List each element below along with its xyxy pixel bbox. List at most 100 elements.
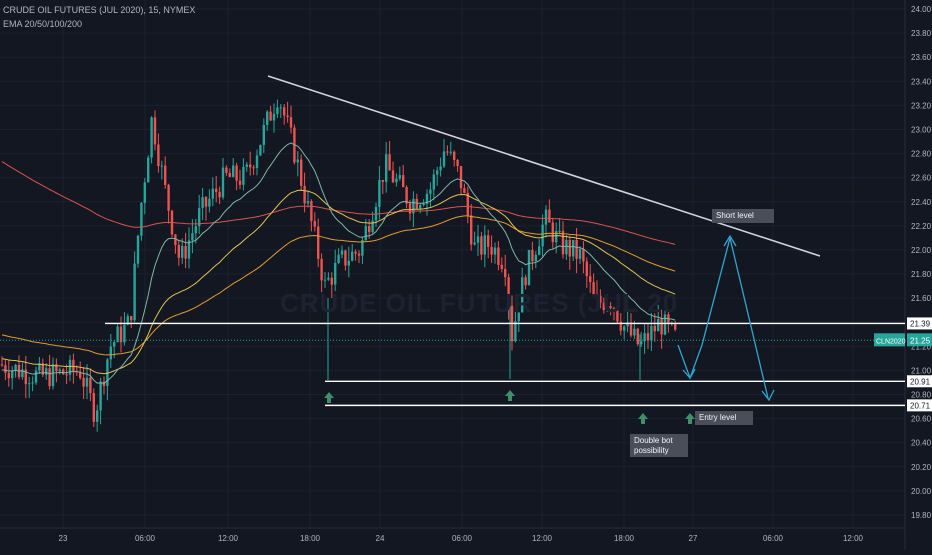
double-bottom-label[interactable]: Double bot possibility bbox=[630, 434, 688, 457]
level-badge-resistance[interactable] bbox=[907, 317, 932, 330]
entry-level-label[interactable]: Entry level bbox=[695, 411, 753, 425]
level-price-label: 20.91 bbox=[910, 377, 931, 386]
candle-body bbox=[507, 277, 510, 306]
candle-body bbox=[204, 197, 208, 207]
candle-body bbox=[306, 201, 310, 204]
candle-body bbox=[177, 245, 180, 258]
candle-body bbox=[364, 226, 367, 241]
candle-body bbox=[38, 363, 41, 371]
projection-path[interactable] bbox=[677, 237, 769, 399]
candle-body bbox=[425, 193, 429, 204]
candle-body bbox=[476, 236, 480, 243]
candle-body bbox=[558, 230, 561, 232]
candle-body bbox=[398, 175, 401, 179]
time-tick-label: 12:00 bbox=[843, 534, 864, 543]
time-tick-label: 12:00 bbox=[532, 534, 553, 543]
level-price-label: 20.71 bbox=[910, 401, 931, 410]
candle-body bbox=[616, 310, 619, 322]
up-arrow-icon[interactable] bbox=[324, 392, 334, 403]
indicator-legend[interactable]: EMA 20/50/100/200 bbox=[3, 19, 83, 29]
candle-body bbox=[0, 364, 4, 366]
candle-body bbox=[531, 249, 534, 262]
up-arrow-icon[interactable] bbox=[638, 413, 648, 424]
candle-body bbox=[453, 151, 456, 160]
candle-body bbox=[211, 188, 214, 199]
candle-body bbox=[109, 346, 112, 360]
candle-body bbox=[147, 157, 150, 183]
candle-body bbox=[228, 172, 231, 177]
candle-body bbox=[259, 144, 262, 156]
candle-body bbox=[595, 294, 599, 296]
candle-body bbox=[96, 410, 99, 422]
level-badge-double-bottom[interactable] bbox=[907, 375, 932, 388]
candle-body bbox=[221, 167, 225, 198]
up-arrow-icon[interactable] bbox=[685, 413, 695, 424]
candle-body bbox=[565, 239, 568, 255]
level-price-label: 21.39 bbox=[910, 319, 931, 328]
candle-body bbox=[361, 240, 364, 256]
time-tick-label: 06:00 bbox=[763, 534, 784, 543]
candle-body bbox=[337, 254, 340, 263]
candle-body bbox=[446, 151, 449, 153]
candle-body bbox=[48, 368, 51, 387]
candle-body bbox=[619, 321, 622, 331]
candle-body bbox=[391, 170, 395, 183]
ema50-line bbox=[1, 189, 676, 375]
candle-body bbox=[388, 154, 391, 171]
candle-body bbox=[123, 324, 126, 343]
candle-body bbox=[276, 107, 279, 114]
watermark: CRUDE OIL FUTURES (JUL 20 bbox=[280, 288, 679, 318]
candle-body bbox=[126, 316, 129, 325]
candle-body bbox=[629, 322, 633, 336]
candle-body bbox=[466, 192, 469, 216]
candle-body bbox=[422, 203, 425, 206]
candle-body bbox=[504, 268, 507, 278]
candle-body bbox=[497, 247, 500, 265]
candle-body bbox=[11, 370, 14, 379]
candle-body bbox=[7, 372, 10, 379]
candle-body bbox=[252, 167, 255, 169]
candle-body bbox=[279, 107, 282, 109]
candle-body bbox=[354, 251, 357, 254]
candle-body bbox=[21, 369, 24, 378]
candle-body bbox=[62, 369, 65, 375]
candle-body bbox=[289, 117, 293, 128]
current-symbol: CLN2020 bbox=[876, 338, 906, 345]
candle-body bbox=[249, 164, 252, 168]
price-tick-label: 23.80 bbox=[911, 29, 932, 38]
candle-body bbox=[317, 226, 320, 259]
short-level-label[interactable]: Short level bbox=[712, 209, 774, 223]
price-tick-label: 23.40 bbox=[911, 77, 932, 86]
current-price-badge bbox=[907, 333, 932, 347]
candle-body bbox=[181, 245, 184, 258]
candle-body bbox=[371, 220, 374, 233]
candle-body bbox=[113, 342, 116, 347]
candle-body bbox=[524, 277, 527, 286]
candle-body bbox=[92, 393, 95, 422]
projection-arrowhead bbox=[761, 389, 775, 402]
candle-body bbox=[208, 198, 211, 207]
candle-body bbox=[82, 377, 85, 387]
candle-body bbox=[473, 242, 476, 245]
candle-body bbox=[89, 377, 92, 394]
price-tick-label: 22.60 bbox=[911, 174, 932, 183]
symbol-title[interactable]: CRUDE OIL FUTURES (JUL 2020), 15, NYMEX bbox=[3, 5, 196, 15]
candle-body bbox=[541, 224, 544, 247]
candle-body bbox=[283, 107, 286, 116]
level-badge-entry[interactable] bbox=[907, 399, 932, 412]
candle-body bbox=[194, 226, 197, 234]
price-tick-label: 22.00 bbox=[911, 246, 932, 255]
candle-body bbox=[561, 230, 565, 255]
candle-body bbox=[55, 364, 58, 372]
candle-body bbox=[330, 277, 333, 285]
candle-body bbox=[456, 159, 459, 167]
candle-body bbox=[225, 167, 228, 173]
candle-body bbox=[72, 359, 75, 372]
up-arrow-icon[interactable] bbox=[505, 390, 515, 401]
candle-body bbox=[408, 203, 412, 214]
trendline[interactable] bbox=[267, 75, 821, 257]
candle-body bbox=[640, 341, 643, 345]
candle-body bbox=[133, 263, 136, 321]
